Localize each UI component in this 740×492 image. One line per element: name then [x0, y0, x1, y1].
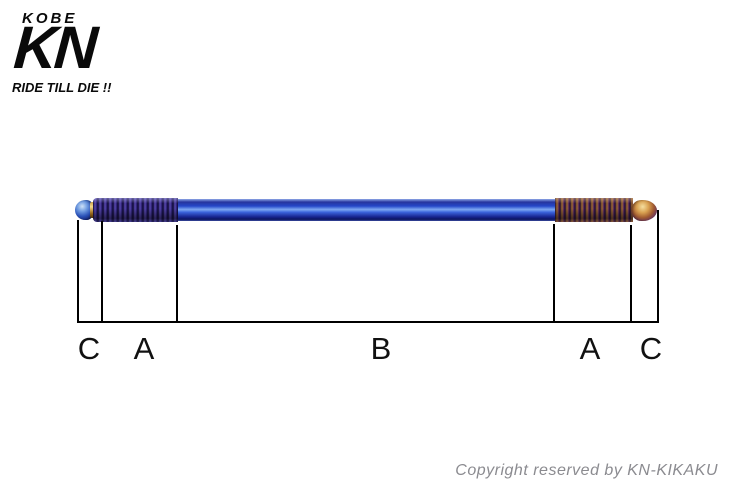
titanium-rod-image — [75, 197, 660, 223]
dimension-tick-a-left-inner — [176, 225, 178, 323]
logo-kn-text: KN — [11, 14, 98, 81]
dimension-label-a-right: A — [579, 331, 601, 366]
dimension-tick-c-right-inner — [630, 225, 632, 323]
dimension-tick-c-right-outer — [657, 210, 659, 323]
dimension-label-a-left: A — [133, 331, 155, 366]
rod-right-dome-tip — [631, 200, 657, 221]
dimension-tick-a-right-inner — [553, 224, 555, 323]
kn-logo: KOBE KN RIDE TILL DIE !! — [10, 6, 120, 102]
dimension-tick-c-left-outer — [77, 220, 79, 323]
dimension-label-c-right: C — [639, 331, 663, 366]
logo-kobe-text: KOBE — [22, 10, 78, 27]
rod-left-dome-tip — [75, 200, 94, 220]
copyright-text: Copyright reserved by KN-KIKAKU — [455, 462, 718, 479]
rod-left-threaded-section — [93, 198, 178, 222]
rod-right-threaded-section — [555, 198, 633, 222]
rod-left-gold-collar — [90, 202, 95, 218]
dimension-baseline — [77, 321, 659, 323]
dimension-label-b: B — [370, 331, 392, 366]
dimension-label-c-left: C — [77, 331, 101, 366]
dimension-tick-c-left-inner — [101, 221, 103, 323]
rod-smooth-shaft — [178, 199, 555, 221]
logo-slogan-text: RIDE TILL DIE !! — [12, 80, 112, 95]
